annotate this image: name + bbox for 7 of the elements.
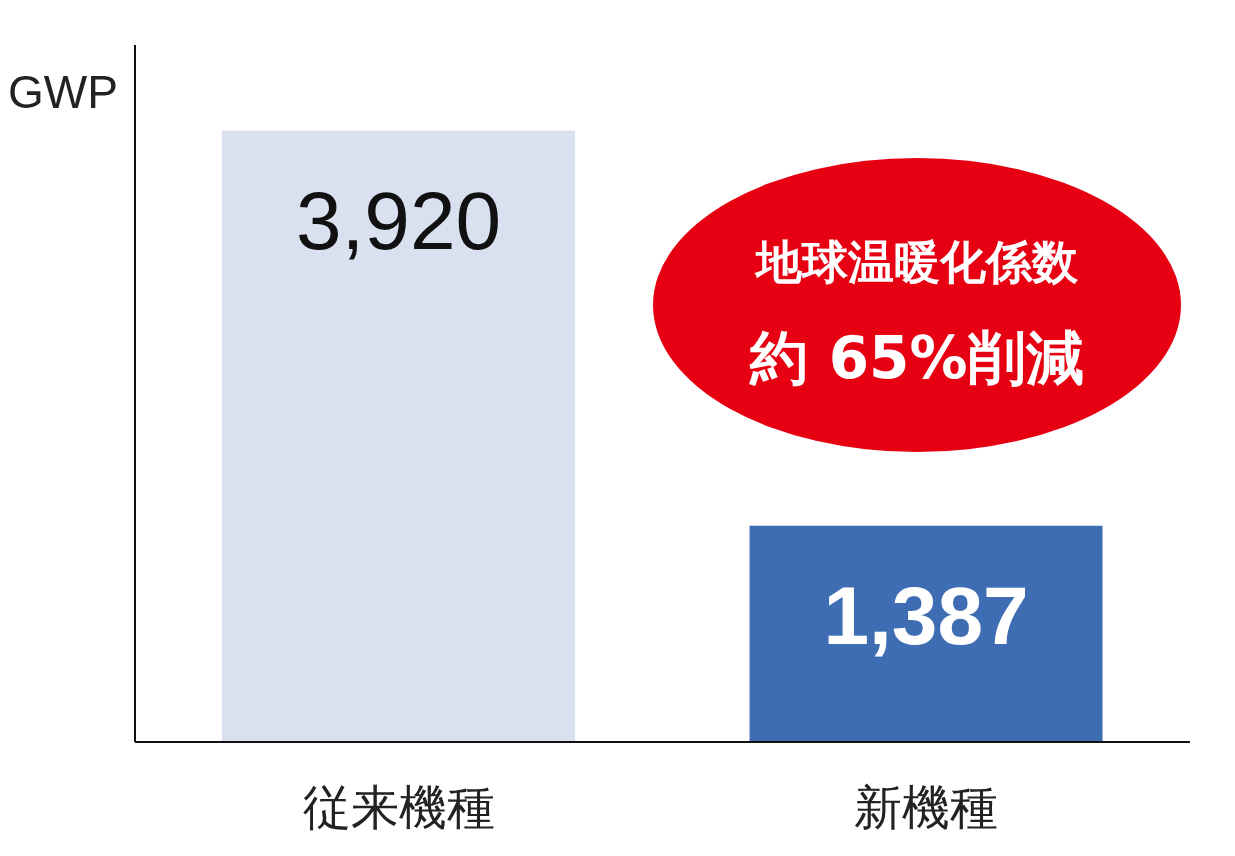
x-tick-label: 新機種	[854, 779, 999, 836]
data-label: 1,387	[823, 569, 1029, 661]
y-axis-title: GWP	[8, 66, 118, 118]
x-tick-label: 従来機種	[302, 779, 495, 836]
annotation: 約 65%削減	[749, 324, 1084, 392]
data-label: 3,920	[295, 174, 502, 266]
annotation: 地球温暖化係数	[754, 235, 1079, 289]
